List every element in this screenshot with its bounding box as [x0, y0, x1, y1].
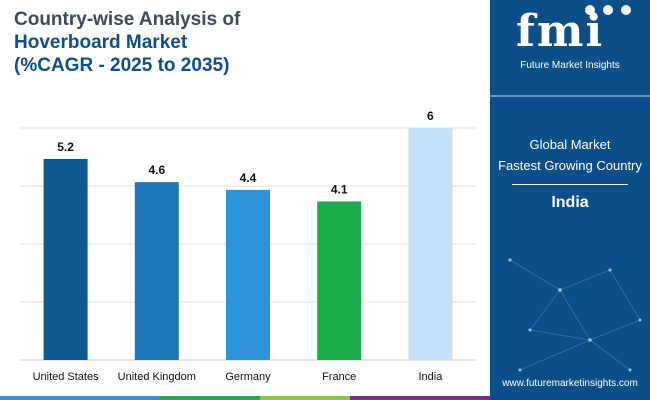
x-tick-label: France [322, 371, 356, 383]
summary-panel: fmi Future Market Insights Global Market… [490, 0, 650, 400]
logo-mark-icon [585, 5, 631, 15]
network-graphic-icon [508, 258, 642, 372]
panel-label-line-2: Fastest Growing Country [498, 158, 642, 173]
logo-text: fmi [516, 6, 605, 57]
logo-subtitle: Future Market Insights [520, 60, 620, 71]
x-tick-label: United States [33, 371, 100, 383]
bar-chart: 5.2 United States 4.6 United Kingdom 4.4 Germ… [20, 109, 476, 383]
title-line-3: (%CAGR - 2025 to 2035) [14, 55, 230, 76]
panel-rule [512, 184, 628, 185]
strip-segment [0, 396, 160, 400]
bar [408, 128, 453, 360]
strip-segment [260, 396, 350, 400]
bar [226, 189, 270, 360]
title-line-2: Hoverboard Market [14, 32, 188, 53]
title-line-1: Country-wise Analysis of [14, 9, 241, 30]
data-label: 4.4 [240, 171, 257, 185]
strip-segment [160, 396, 260, 400]
bar [43, 158, 88, 360]
x-tick-label: India [418, 371, 443, 383]
strip-segment [350, 396, 490, 400]
x-tick-label: United Kingdom [118, 371, 196, 383]
logo: fmi Future Market Insights [490, 0, 650, 82]
bar [317, 201, 362, 360]
panel-divider [490, 95, 650, 97]
data-label: 4.6 [148, 163, 165, 177]
bar [134, 182, 179, 360]
data-label: 5.2 [57, 140, 74, 154]
chart-title: Country-wise Analysis of Hoverboard Mark… [14, 8, 484, 77]
panel-label: Global Market Fastest Growing Country [490, 134, 650, 176]
fastest-country: India [551, 194, 589, 211]
panel-label-line-1: Global Market [529, 137, 611, 152]
data-label: 6 [427, 109, 434, 123]
data-label: 4.1 [331, 182, 348, 196]
bottom-color-strip [0, 396, 490, 400]
website-link[interactable]: www.futuremarketinsights.com [502, 378, 638, 389]
x-tick-label: Germany [225, 371, 271, 383]
